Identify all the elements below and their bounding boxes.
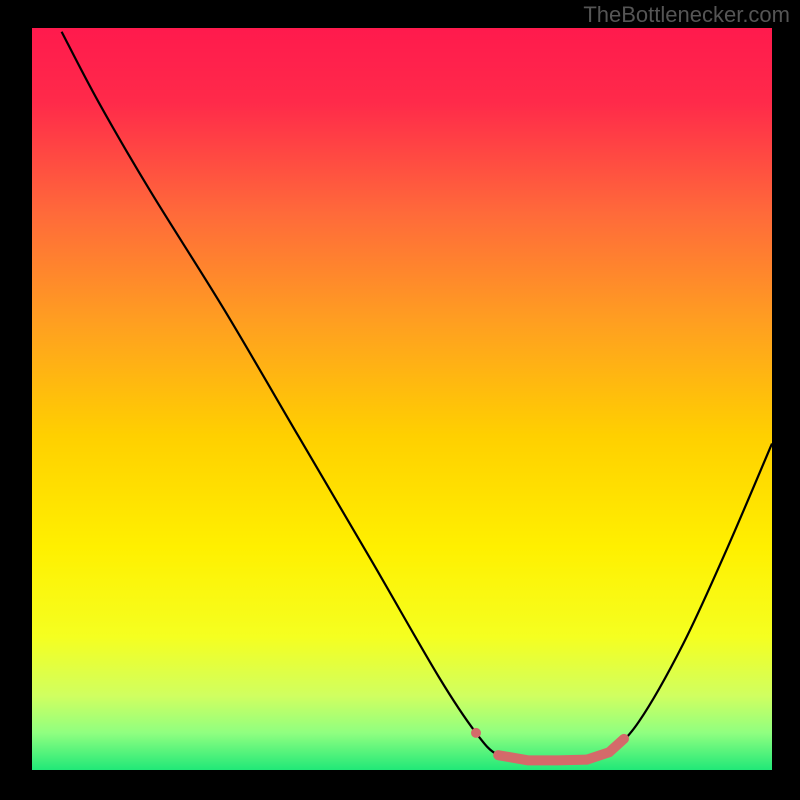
plot-svg [32, 28, 772, 770]
marker-bottom-segment [498, 755, 587, 760]
plot-area [32, 28, 772, 770]
marker-left-dot [471, 728, 481, 738]
watermark-text: TheBottlenecker.com [583, 2, 790, 28]
stage: TheBottlenecker.com [0, 0, 800, 800]
plot-background [32, 28, 772, 770]
